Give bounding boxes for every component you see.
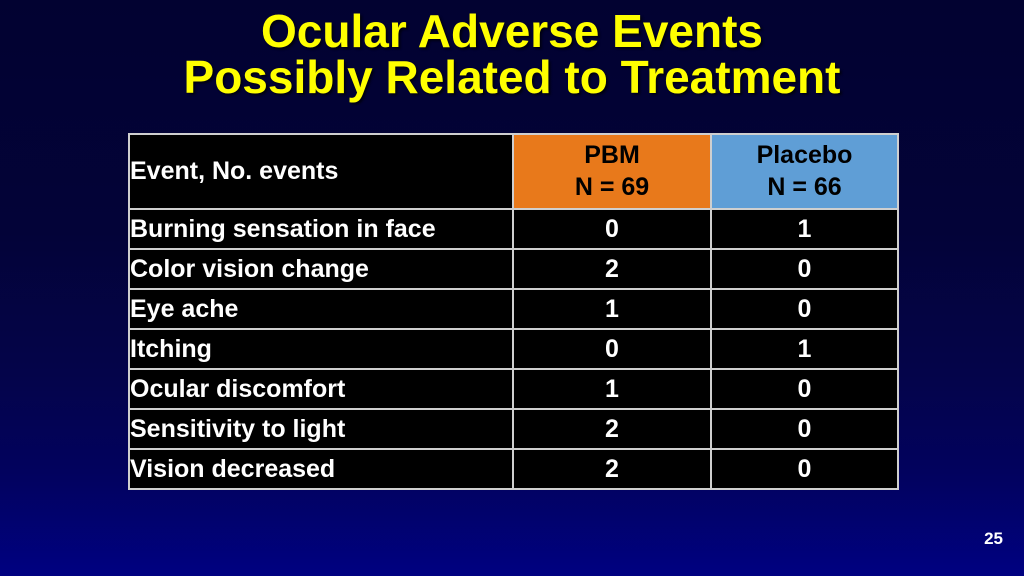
event-name: Burning sensation in face <box>128 208 514 250</box>
table-row: Vision decreased 2 0 <box>128 448 899 490</box>
placebo-label: Placebo <box>756 141 853 170</box>
event-name: Ocular discomfort <box>128 368 514 410</box>
pbm-count: 1 <box>512 368 712 410</box>
pbm-column-header: PBM N = 69 <box>512 133 712 210</box>
pbm-count: 1 <box>512 288 712 330</box>
pbm-count: 2 <box>512 408 712 450</box>
slide-title-line-1: Ocular Adverse Events <box>261 5 763 57</box>
slide-page-number: 25 <box>984 529 1003 548</box>
pbm-count: 2 <box>512 248 712 290</box>
event-name: Sensitivity to light <box>128 408 514 450</box>
pbm-count: 2 <box>512 448 712 490</box>
table-row: Ocular discomfort 1 0 <box>128 368 899 410</box>
table-row: Color vision change 2 0 <box>128 248 899 290</box>
placebo-count: 1 <box>710 328 899 370</box>
pbm-count: 0 <box>512 208 712 250</box>
event-name: Color vision change <box>128 248 514 290</box>
slide-title-line-2: Possibly Related to Treatment <box>183 51 841 103</box>
table-row: Itching 0 1 <box>128 328 899 370</box>
table-row: Burning sensation in face 0 1 <box>128 208 899 250</box>
placebo-count: 0 <box>710 408 899 450</box>
placebo-n-count: N = 66 <box>767 172 842 201</box>
table-header-row: Event, No. events PBM N = 69 Placebo N =… <box>128 133 899 210</box>
event-name: Itching <box>128 328 514 370</box>
placebo-count: 0 <box>710 288 899 330</box>
adverse-events-table: Event, No. events PBM N = 69 Placebo N =… <box>128 133 899 490</box>
event-name: Vision decreased <box>128 448 514 490</box>
placebo-count: 1 <box>710 208 899 250</box>
event-name: Eye ache <box>128 288 514 330</box>
placebo-count: 0 <box>710 448 899 490</box>
slide-title: Ocular Adverse Events Possibly Related t… <box>0 8 1024 100</box>
placebo-count: 0 <box>710 248 899 290</box>
pbm-label: PBM <box>584 141 640 170</box>
placebo-column-header: Placebo N = 66 <box>710 133 899 210</box>
event-column-header: Event, No. events <box>128 133 514 210</box>
pbm-n-count: N = 69 <box>574 172 650 201</box>
table-row: Eye ache 1 0 <box>128 288 899 330</box>
placebo-count: 0 <box>710 368 899 410</box>
pbm-count: 0 <box>512 328 712 370</box>
table-row: Sensitivity to light 2 0 <box>128 408 899 450</box>
